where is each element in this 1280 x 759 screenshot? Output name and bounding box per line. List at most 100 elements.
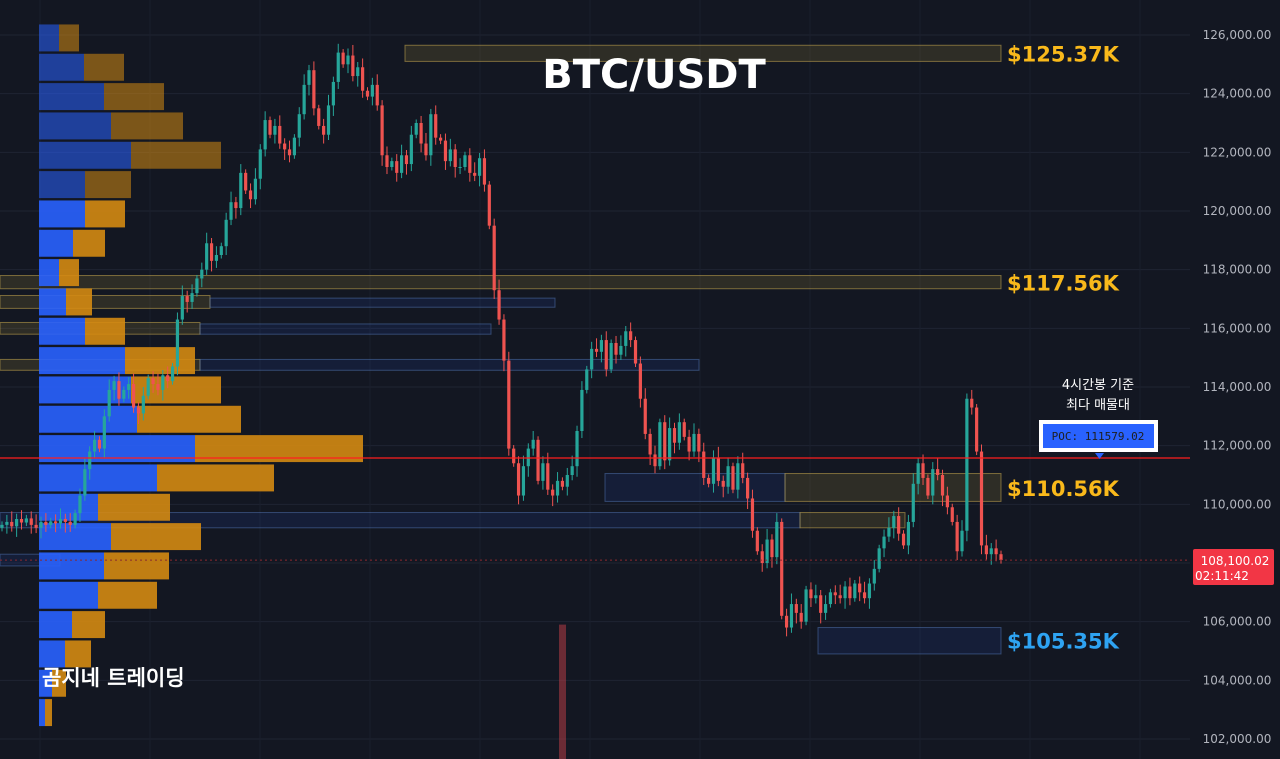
candle-87: [424, 132, 428, 161]
vp-up-16: [39, 493, 98, 521]
candle-166: [809, 582, 813, 607]
candle-123: [599, 334, 603, 363]
candle-11: [54, 514, 58, 533]
candle-body-53: [258, 149, 262, 179]
candle-body-173: [843, 586, 847, 599]
candle-body-139: [677, 422, 681, 443]
candle-body-47: [229, 202, 233, 220]
candle-100: [487, 181, 491, 230]
candle-17: [83, 458, 87, 501]
vp-up-0: [39, 24, 59, 52]
candle-189: [921, 454, 925, 485]
price-axis[interactable]: 102,000.00104,000.00106,000.00108,000.00…: [1190, 0, 1280, 759]
chart-title: BTC/USDT: [542, 52, 766, 98]
candle-4: [19, 510, 24, 530]
candle-body-43: [209, 243, 214, 261]
candle-body-9: [44, 521, 48, 525]
candle-body-116: [565, 475, 569, 487]
vp-down-21: [65, 640, 91, 668]
candle-body-141: [687, 436, 691, 452]
candle-body-187: [911, 483, 915, 522]
poc-box: [1043, 424, 1154, 448]
price-tick-5: 112,000.00: [1203, 439, 1272, 453]
poc-label: POC: 111579.02: [1052, 430, 1145, 443]
candle-165: [804, 585, 808, 626]
candle-147: [716, 446, 720, 487]
candle-body-148: [721, 480, 725, 487]
candle-body-82: [400, 155, 404, 173]
candle-144: [702, 442, 706, 485]
candle-12: [58, 508, 63, 529]
vp-up-21: [39, 640, 65, 668]
candle-body-140: [682, 422, 686, 437]
zone-7: [199, 358, 700, 371]
candle-body-189: [921, 463, 925, 478]
candle-body-126: [614, 343, 618, 355]
candle-145: [707, 474, 711, 488]
candle-body-166: [809, 589, 813, 599]
candle-body-104: [507, 360, 511, 449]
candle-146: [711, 450, 716, 493]
candle-body-34: [166, 375, 170, 382]
vp-down-13: [137, 405, 241, 433]
candle-body-149: [726, 466, 730, 487]
candle-body-174: [848, 586, 852, 599]
candle-body-101: [492, 225, 496, 291]
candle-204: [994, 539, 998, 562]
candle-106: [516, 456, 521, 505]
candle-201: [979, 444, 984, 555]
candle-body-193: [940, 475, 945, 496]
candle-body-165: [804, 589, 808, 622]
last-price-countdown: 02:11:42: [1195, 569, 1249, 583]
candle-162: [789, 593, 794, 633]
candle-body-190: [926, 477, 930, 496]
candle-body-183: [892, 516, 896, 528]
vp-up-19: [39, 581, 98, 609]
candle-127: [619, 335, 623, 361]
candle-body-91: [443, 140, 448, 162]
candle-body-31: [151, 378, 155, 385]
candle-197: [960, 520, 964, 557]
candle-body-158: [770, 539, 774, 558]
vp-up-1: [39, 53, 84, 81]
vp-up-5: [39, 171, 85, 199]
candle-143: [697, 428, 701, 463]
vp-down-7: [73, 229, 105, 257]
candle-body-180: [877, 548, 881, 569]
candle-body-152: [741, 463, 745, 478]
candle-body-12: [58, 519, 63, 524]
candle-14: [68, 513, 72, 532]
candle-body-107: [521, 466, 526, 496]
candle-91: [443, 133, 448, 170]
candle-body-133: [648, 433, 652, 455]
candle-33: [161, 369, 165, 401]
candle-6: [29, 511, 33, 534]
candle-body-26: [127, 384, 131, 390]
candle-body-159: [775, 521, 779, 558]
candle-body-115: [560, 480, 565, 487]
candle-body-129: [629, 331, 633, 341]
candle-body-66: [322, 125, 326, 135]
candle-body-175: [853, 583, 857, 599]
candle-body-200: [975, 407, 979, 452]
candle-180: [877, 544, 881, 573]
vp-up-4: [39, 141, 131, 169]
candle-196: [955, 514, 959, 561]
candle-body-199: [970, 398, 974, 408]
candle-5: [24, 514, 28, 527]
candle-19: [92, 431, 97, 459]
candle-body-24: [117, 381, 121, 399]
candle-98: [477, 152, 482, 187]
candle-body-176: [858, 583, 862, 593]
candle-body-56: [273, 125, 277, 135]
candle-0: [0, 521, 4, 532]
candle-191: [931, 462, 935, 505]
candle-183: [892, 510, 896, 539]
poc-marker-arrow: [1095, 453, 1104, 459]
vp-down-2: [104, 83, 164, 111]
candle-117: [570, 455, 574, 481]
candle-136: [663, 415, 667, 470]
candle-159: [775, 513, 779, 565]
candle-132: [643, 388, 647, 440]
